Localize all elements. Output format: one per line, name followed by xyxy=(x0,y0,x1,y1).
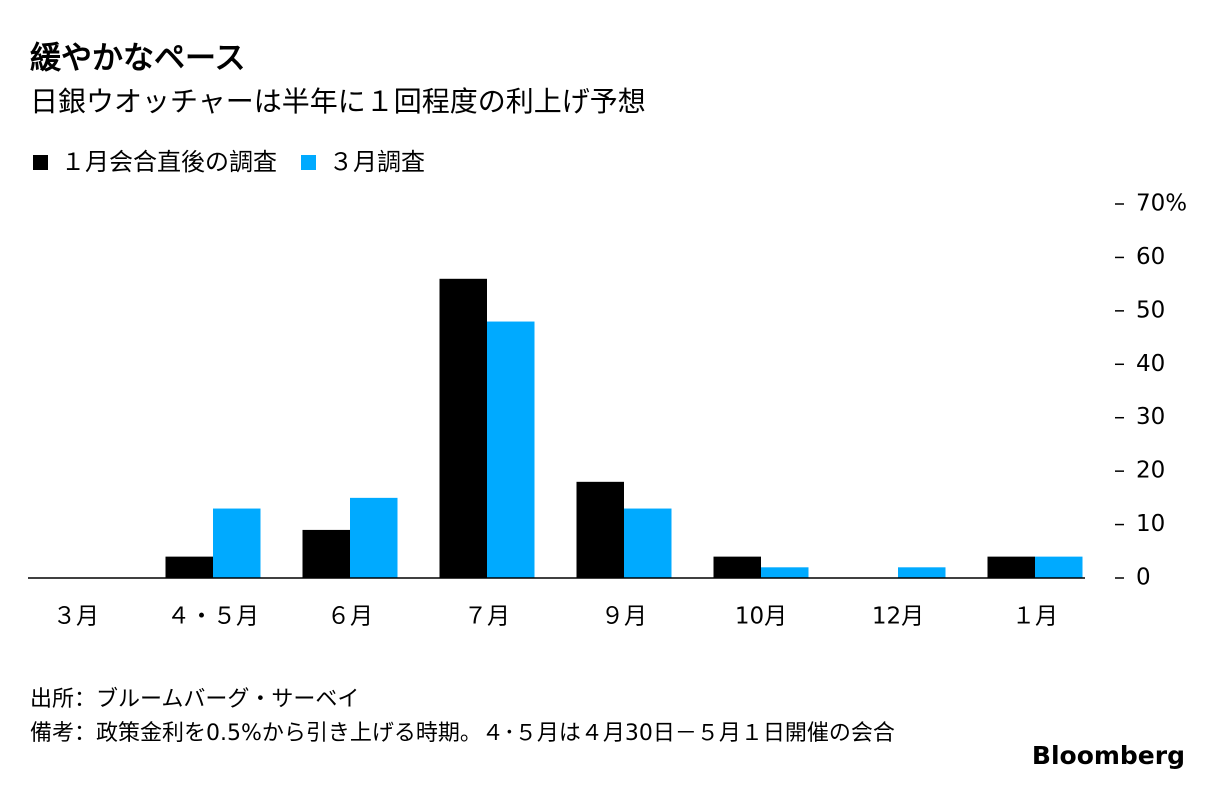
x-tick-label: 12月 xyxy=(872,604,924,630)
brand-logo: Bloomberg xyxy=(1032,741,1185,770)
y-tick-label: 30 xyxy=(1136,404,1165,430)
bar xyxy=(898,567,946,578)
legend-label: １月会合直後の調査 xyxy=(61,148,277,176)
legend-swatch xyxy=(301,155,316,170)
x-tick-label: １月 xyxy=(1012,604,1058,630)
bar xyxy=(439,278,487,578)
bar xyxy=(213,508,261,578)
bar xyxy=(350,497,398,578)
x-tick-label: ７月 xyxy=(464,604,510,630)
note: 備考：政策金利を0.5%から引き上げる時期。４･５月は４月30日－５月１日開催の… xyxy=(30,721,895,746)
bar xyxy=(713,556,761,578)
bar xyxy=(165,556,213,578)
bar xyxy=(302,529,350,578)
x-tick-label: ４・５月 xyxy=(167,604,259,630)
y-tick-label: 20 xyxy=(1136,458,1165,484)
bar xyxy=(624,508,672,578)
y-tick-label: 70% xyxy=(1136,191,1187,217)
y-tick-label: 10 xyxy=(1136,511,1165,537)
chart-subtitle: 日銀ウオッチャーは半年に１回程度の利上げ予想 xyxy=(30,85,646,118)
bar xyxy=(576,481,624,578)
x-tick-label: ９月 xyxy=(601,604,647,630)
y-tick-label: 0 xyxy=(1136,565,1151,591)
legend-swatch xyxy=(33,155,48,170)
x-tick-label: 10月 xyxy=(735,604,787,630)
x-tick-label: ３月 xyxy=(53,604,99,630)
bar xyxy=(761,567,809,578)
bar xyxy=(487,321,535,578)
bar xyxy=(1035,556,1083,578)
source: 出所：ブルームバーグ・サーベイ xyxy=(30,687,360,712)
bar xyxy=(987,556,1035,578)
chart-title: 緩やかなペース xyxy=(30,41,245,77)
y-tick-label: 60 xyxy=(1136,244,1165,270)
x-tick-label: ６月 xyxy=(327,604,373,630)
y-tick-label: 40 xyxy=(1136,351,1165,377)
y-tick-label: 50 xyxy=(1136,297,1165,323)
legend-label: ３月調査 xyxy=(329,148,425,176)
